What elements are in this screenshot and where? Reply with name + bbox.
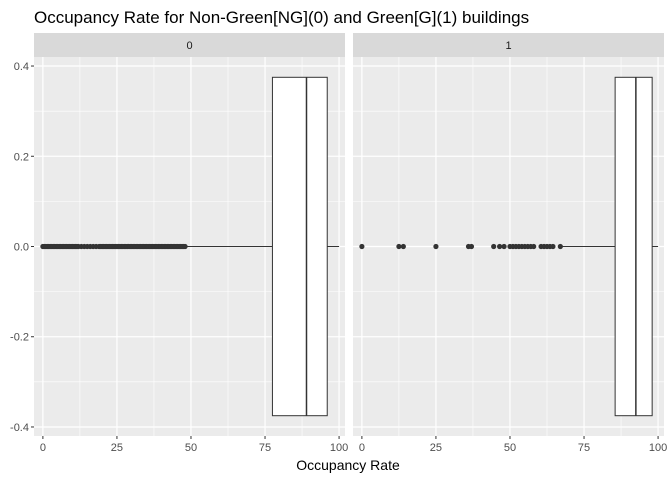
box-iqr [614,76,653,417]
outlier-point [557,243,563,250]
facet-strip [353,33,664,57]
y-tick-label: -0.2 [10,332,29,344]
y-tick-label: 0.4 [14,61,29,73]
x-tick-label: 100 [330,442,348,454]
x-tick-label: 50 [504,442,516,454]
x-tick-label: 25 [111,442,123,454]
facet-panel-1: 1 0 25 50 75 100 [353,33,667,454]
x-tick-label: 0 [40,442,46,454]
y-tick-label: 0.2 [14,151,29,163]
outlier-point [501,243,507,250]
facet-panels: 0 0 25 50 75 100 1 0 25 50 75 100 [34,33,667,454]
facet-strip-label: 1 [505,40,511,52]
outlier-point [400,243,406,250]
x-tick-label: 75 [259,442,271,454]
outlier-point [433,243,439,250]
outlier-point [497,243,503,250]
outlier-point [468,243,475,250]
outlier-point [491,243,497,250]
facet-panel-0: 0 0 25 50 75 100 [34,33,348,454]
outlier-point [550,243,556,250]
outlier-point [396,243,402,250]
outlier-point [359,243,365,250]
y-tick-label: -0.4 [10,422,29,434]
facet-strip-label: 0 [186,40,192,52]
facet-strip [34,33,345,57]
y-tick-label: 0.0 [14,242,29,254]
x-tick-label: 0 [359,442,365,454]
x-axis-title: Occupancy Rate [296,457,400,473]
x-tick-label: 25 [430,442,442,454]
y-axis: -0.4 -0.2 0.0 0.2 0.4 [10,61,34,434]
x-tick-label: 100 [649,442,667,454]
box-iqr [271,76,328,417]
outlier-point [182,243,188,250]
x-tick-label: 50 [185,442,197,454]
chart-title: Occupancy Rate for Non-Green[NG](0) and … [34,8,529,27]
outlier-point [531,243,537,250]
x-tick-label: 75 [578,442,590,454]
